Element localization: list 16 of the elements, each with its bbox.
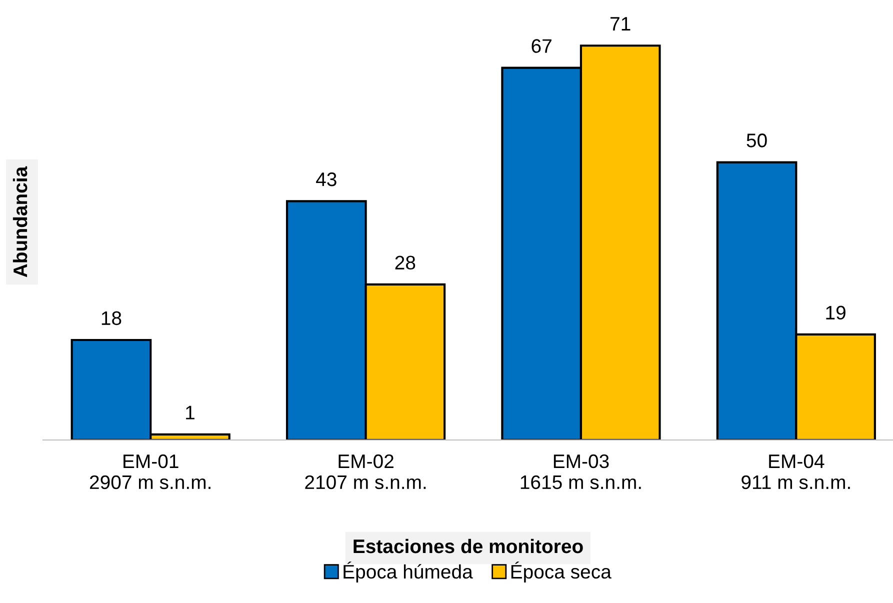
x-tick-label: EM-03 1615 m s.n.m. [520, 454, 641, 490]
data-label: 1 [186, 406, 194, 420]
data-label: 28 [395, 256, 416, 270]
x-tick-label: EM-01 2907 m s.n.m. [90, 454, 210, 490]
data-label: 50 [746, 134, 767, 148]
data-label: 18 [102, 311, 122, 326]
legend-label: Época húmeda [344, 562, 473, 582]
x-axis-title: Estaciones de monitoreo [354, 538, 583, 554]
legend-label: Época seca [511, 562, 612, 582]
x-tick-label: EM-04 911 m s.n.m. [742, 454, 850, 490]
x-tick-label: EM-02 2107 m s.n.m. [305, 454, 426, 490]
data-label: 43 [316, 172, 336, 186]
data-label: 67 [532, 39, 552, 53]
y-axis-title: Abundancia [12, 166, 28, 278]
data-label: 19 [826, 306, 846, 320]
data-label: 71 [610, 17, 630, 30]
